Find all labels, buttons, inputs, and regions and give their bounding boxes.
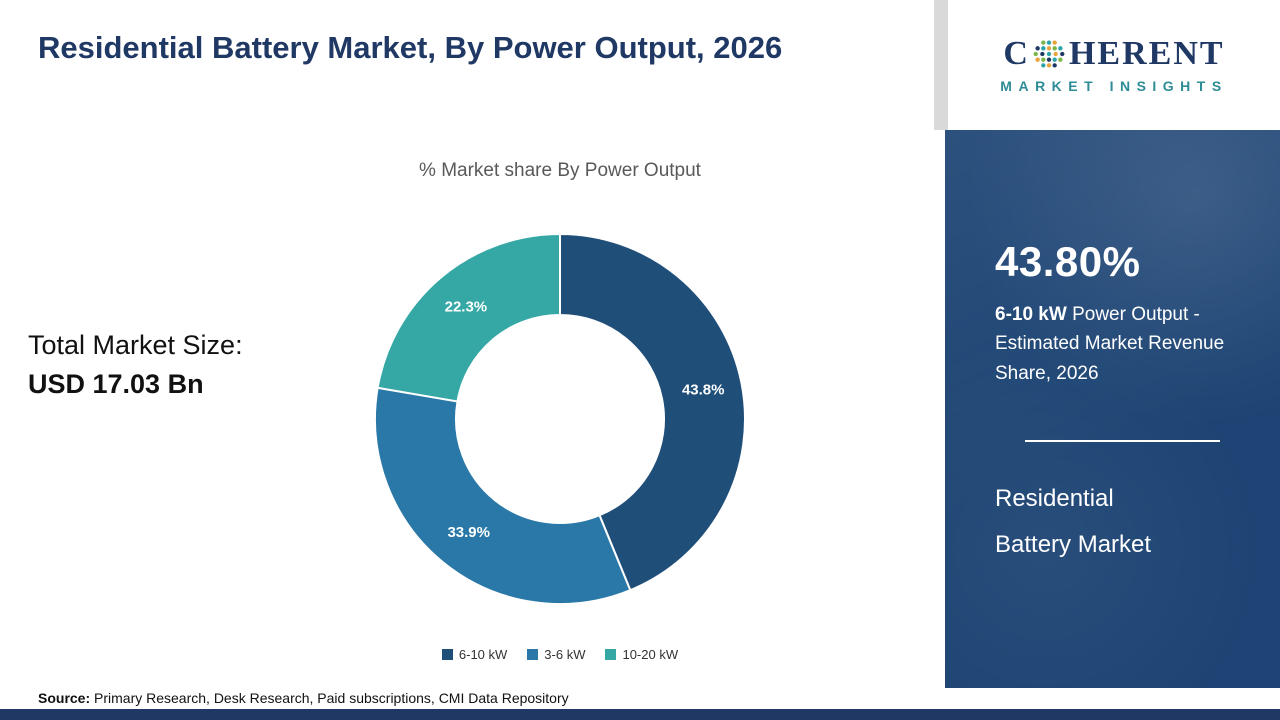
slice-label: 33.9% [447,524,490,541]
total-market-size-label: Total Market Size: [28,330,243,360]
logo-wordmark: C HERENT [1003,36,1224,72]
legend-item: 10-20 kW [605,647,678,662]
chart-legend: 6-10 kW 3-6 kW 10-20 kW [280,647,840,662]
product-name: Residential Battery Market [995,476,1250,567]
product-name-line2: Battery Market [995,530,1152,558]
stat-value: 43.80% [995,238,1141,285]
donut-chart: 43.8% 33.9% 22.3% [374,232,746,605]
logo-subtitle: MARKET INSIGHTS [1000,78,1228,94]
slice-label: 22.3% [445,298,488,315]
slice-label: 43.8% [682,382,725,399]
product-name-line1: Residential [995,485,1114,513]
legend-swatch-icon [441,649,453,660]
logo-wordmark-end: HERENT [1068,35,1225,72]
source-note: Source: Primary Research, Desk Research,… [38,690,569,706]
logo-wordmark-start: C [1003,35,1030,72]
chart-title: % Market share By Power Output [419,160,701,181]
legend-label: 10-20 kW [622,647,679,662]
legend-item: 6-10 kW [441,647,508,662]
total-market-size-value: USD 17.03 Bn [28,369,204,400]
source-text: Primary Research, Desk Research, Paid su… [90,690,569,706]
legend-label: 3-6 kW [544,647,586,662]
page-title: Residential Battery Market, By Power Out… [38,30,783,65]
donut-slice-10-20-kW [376,232,562,403]
stat-description-bold: 6-10 kW [995,304,1067,325]
legend-label: 6-10 kW [458,647,508,662]
coherent-globe-icon [1033,40,1065,68]
total-market-size: Total Market Size: USD 17.03 Bn [28,326,243,404]
logo-divider [934,0,948,130]
legend-item: 3-6 kW [527,647,585,662]
stat-description: 6-10 kW Power Output - Estimated Market … [995,300,1240,388]
footer-bar [0,709,1280,720]
legend-swatch-icon [605,649,617,660]
stat-description-rest: Power Output - Estimated Market Revenue … [995,304,1225,384]
source-label: Source: [38,690,91,706]
sidebar-panel: 43.80% 6-10 kW Power Output - Estimated … [945,130,1280,688]
divider-line [1025,440,1220,443]
legend-swatch-icon [527,649,539,660]
coherent-logo: C HERENT MARKET INSIGHTS [948,0,1280,130]
donut-slice-3-6-kW [374,386,632,605]
donut-slice-6-10-kW [559,232,746,592]
